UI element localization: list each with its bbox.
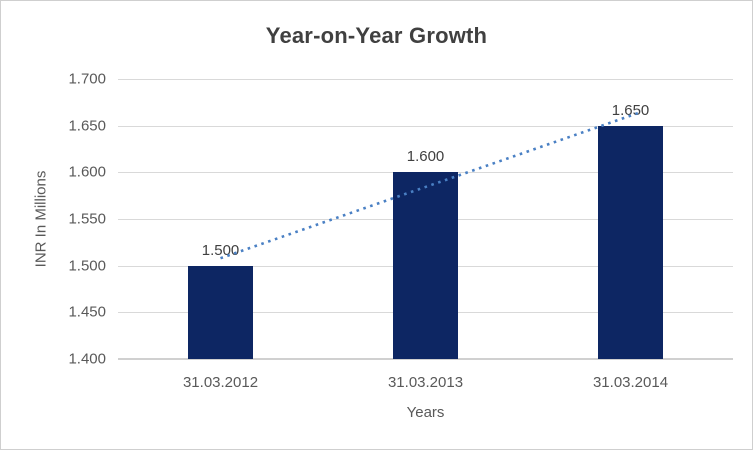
y-tick-label: 1.450 — [68, 303, 106, 321]
y-tick-label: 1.700 — [68, 70, 106, 88]
y-tick-label: 1.600 — [68, 163, 106, 181]
x-tick-label: 31.03.2014 — [592, 374, 669, 391]
bar-data-label: 1.500 — [201, 241, 240, 259]
bar-data-label: 1.650 — [611, 101, 650, 119]
x-axis-line — [118, 358, 733, 360]
x-axis-title: Years — [406, 404, 445, 421]
bar — [598, 125, 663, 359]
y-tick-label: 1.400 — [68, 350, 106, 368]
x-tick-label: 31.03.2012 — [182, 374, 259, 391]
chart-title: Year-on-Year Growth — [265, 23, 488, 48]
bar — [188, 265, 253, 359]
y-tick-label: 1.550 — [68, 210, 106, 228]
gridline — [118, 79, 733, 80]
bar — [393, 172, 458, 359]
bar-data-label: 1.600 — [406, 148, 445, 166]
y-tick-label: 1.650 — [68, 117, 106, 135]
x-tick-label: 31.03.2013 — [387, 374, 464, 391]
y-tick-label: 1.500 — [68, 257, 106, 275]
